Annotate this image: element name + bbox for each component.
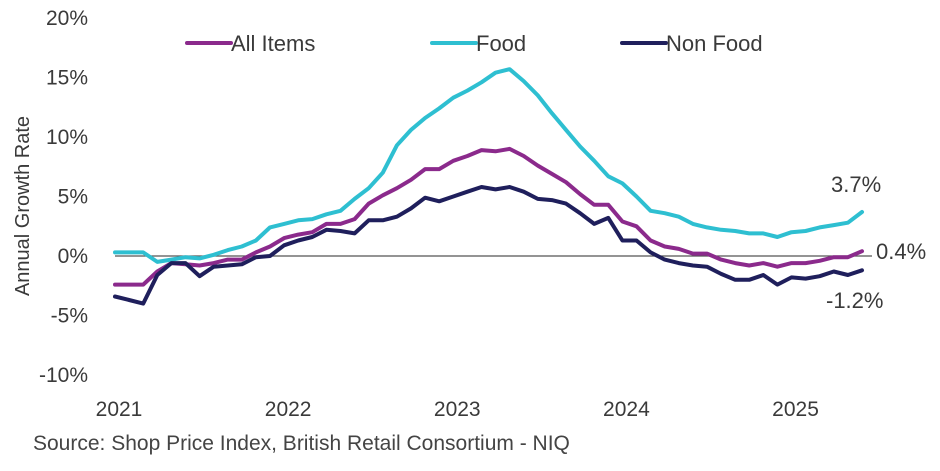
series-line-non-food [113,185,864,306]
series-line-all-items [113,146,864,287]
series-line-food [113,67,864,264]
end-labels: 3.7% 0.4% -1.2% [826,172,926,313]
series-lines [113,67,864,306]
end-label-non-food: -1.2% [826,288,883,313]
y-tick-label: -10% [39,364,88,387]
y-tick-label: 15% [46,67,88,90]
y-tick-label: -5% [51,305,88,328]
y-axis-label-group: Annual Growth Rate [12,116,34,296]
legend-label-non-food: Non Food [666,31,763,56]
x-tick-label: 2025 [772,398,819,421]
source-note: Source: Shop Price Index, British Retail… [33,432,570,455]
x-tick-labels: 2021 2022 2023 2024 2025 [96,398,819,421]
x-tick-label: 2023 [434,398,481,421]
legend-label-food: Food [476,31,526,56]
legend-label-all-items: All Items [231,31,315,56]
y-tick-label: 20% [46,7,88,30]
end-label-all-items: 0.4% [876,239,926,264]
x-tick-label: 2022 [265,398,312,421]
x-tick-label: 2021 [96,398,143,421]
y-tick-label: 0% [58,245,88,268]
y-tick-label: 10% [46,126,88,149]
legend: All Items Food Non Food [185,31,763,56]
y-tick-labels: -10% -5% 0% 5% 10% 15% 20% [39,7,88,387]
x-tick-label: 2024 [603,398,650,421]
y-axis-label: Annual Growth Rate [12,116,34,296]
y-tick-label: 5% [58,186,88,209]
end-label-food: 3.7% [831,172,881,197]
